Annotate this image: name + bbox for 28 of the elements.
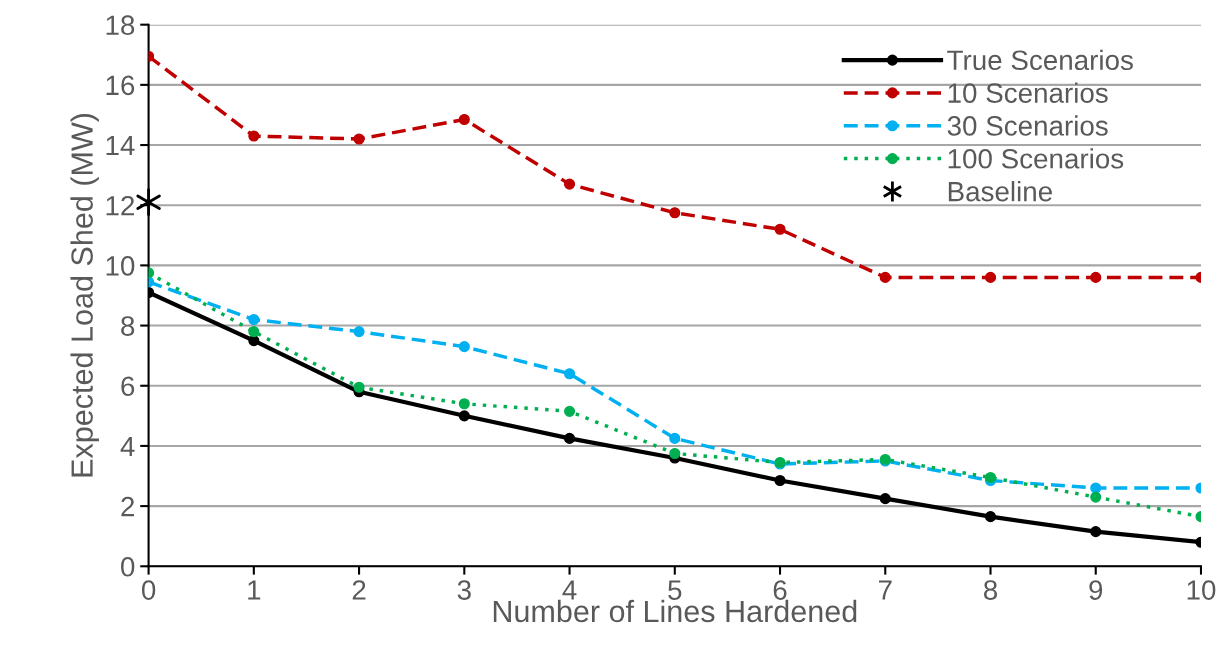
x-tick-label: 2 xyxy=(352,580,366,600)
legend-label: 10 Scenarios xyxy=(948,82,1108,103)
y-tick-label: 8 xyxy=(121,316,135,336)
x-tick-label: 3 xyxy=(457,580,471,600)
y-tick-label: 18 xyxy=(106,15,135,36)
y-tick-label: 16 xyxy=(106,75,135,96)
x-tick-label: 0 xyxy=(141,580,156,600)
legend-label: 100 Scenarios xyxy=(948,148,1124,169)
y-tick-label: 0 xyxy=(121,556,135,577)
x-tick-label: 6 xyxy=(773,580,787,600)
y-tick-label: 2 xyxy=(121,496,134,517)
legend-label: True Scenarios xyxy=(947,49,1133,71)
y-tick-label: 10 xyxy=(106,256,135,276)
x-tick-label: 1 xyxy=(248,580,261,600)
y-tick-label: 6 xyxy=(121,376,135,397)
y-tick-label: 12 xyxy=(106,195,134,216)
x-tick-label: 5 xyxy=(668,580,682,600)
x-tick-label: 4 xyxy=(562,580,577,600)
x-tick-label: 8 xyxy=(983,580,998,600)
x-axis-title: Number of Lines Hardened xyxy=(493,599,857,623)
x-tick-label: 9 xyxy=(1089,580,1103,600)
legend-label: Baseline xyxy=(948,181,1052,202)
y-tick-label: 4 xyxy=(120,436,135,456)
y-tick-label: 14 xyxy=(106,135,135,156)
x-tick-label: 10 xyxy=(1187,580,1216,600)
legend-label: 30 Scenarios xyxy=(947,115,1108,136)
y-axis-title: Expected Load Shed (MW) xyxy=(70,113,99,477)
x-tick-label: 7 xyxy=(878,580,892,600)
